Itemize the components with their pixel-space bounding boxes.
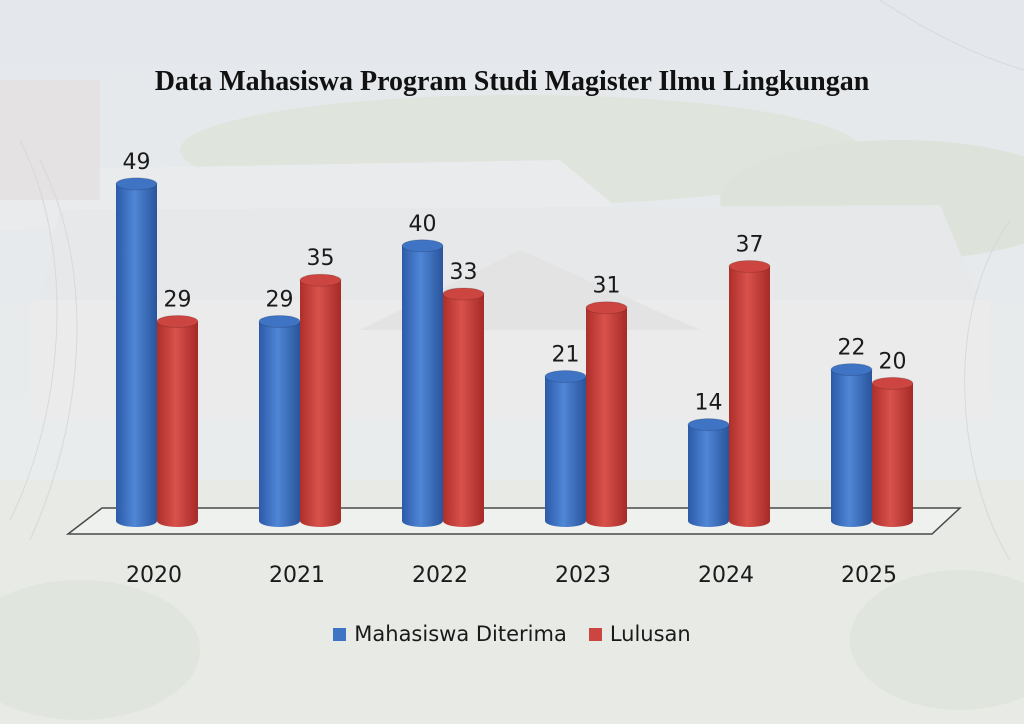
legend-item-lulusan: Lulusan [588, 622, 691, 646]
legend-swatch-diterima [333, 627, 347, 641]
value-label-lulusan-2023: 31 [593, 274, 621, 299]
chart-floor [65, 507, 962, 535]
bar-diterima-2025 [830, 363, 873, 527]
bar-lulusan-2024 [728, 259, 771, 527]
value-label-diterima-2024: 14 [695, 391, 723, 416]
x-tick-2021: 2021 [269, 563, 325, 588]
bar-lulusan-2022 [442, 287, 485, 527]
x-tick-2022: 2022 [412, 563, 468, 588]
chart-title: Data Mahasiswa Program Studi Magister Il… [154, 66, 870, 97]
value-label-diterima-2023: 21 [552, 343, 580, 368]
bar-lulusan-2025 [871, 376, 914, 527]
x-tick-2023: 2023 [555, 563, 611, 588]
value-label-lulusan-2024: 37 [736, 232, 764, 257]
value-label-diterima-2022: 40 [409, 212, 437, 237]
value-label-lulusan-2021: 35 [307, 246, 335, 271]
value-label-lulusan-2025: 20 [879, 349, 907, 374]
value-label-diterima-2025: 22 [838, 336, 866, 361]
legend-label-diterima: Mahasiswa Diterima [354, 622, 567, 646]
bar-lulusan-2021 [299, 273, 342, 527]
x-tick-2025: 2025 [841, 563, 897, 588]
legend-item-diterima: Mahasiswa Diterima [333, 622, 567, 646]
bar-diterima-2021 [258, 314, 301, 527]
x-tick-2024: 2024 [698, 563, 754, 588]
value-label-diterima-2021: 29 [266, 287, 294, 312]
bar-diterima-2022 [401, 239, 444, 527]
bar-diterima-2023 [544, 370, 587, 527]
legend-swatch-lulusan [588, 627, 602, 641]
value-label-lulusan-2020: 29 [164, 287, 192, 312]
legend-label-lulusan: Lulusan [609, 622, 691, 646]
legend: Mahasiswa Diterima Lulusan [0, 622, 1024, 646]
value-label-diterima-2020: 49 [123, 150, 151, 175]
value-label-lulusan-2022: 33 [450, 260, 478, 285]
bar-diterima-2020 [115, 177, 158, 527]
bar-diterima-2024 [687, 418, 730, 527]
x-tick-2020: 2020 [126, 563, 182, 588]
bar-lulusan-2023 [585, 301, 628, 527]
bar-lulusan-2020 [156, 314, 199, 527]
